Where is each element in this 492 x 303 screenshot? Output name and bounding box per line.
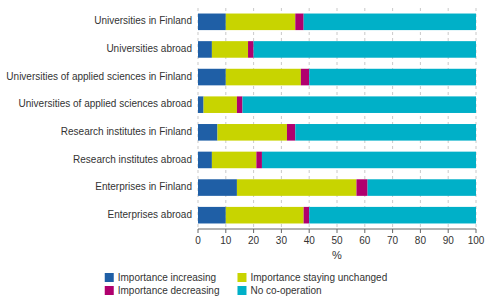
bar-segment [226, 69, 301, 86]
legend-label: No co-operation [250, 285, 321, 296]
legend-swatch [237, 273, 246, 282]
legend-swatch [237, 286, 246, 295]
bar-segment [295, 124, 476, 141]
bar-segment [212, 41, 248, 58]
bar-segment [198, 96, 204, 113]
legend-label: Importance staying unchanged [250, 272, 387, 283]
bars [198, 14, 476, 224]
bar-segment [254, 41, 476, 58]
bar-segment [226, 14, 295, 31]
tick-label: 20 [248, 235, 260, 246]
bar-segment [287, 124, 295, 141]
tick-label: 0 [195, 235, 201, 246]
bar-segment [262, 152, 476, 169]
legend-item: No co-operation [237, 285, 321, 296]
tick-mark [476, 229, 477, 233]
bar-segment [295, 14, 303, 31]
category-label: Universities abroad [106, 43, 192, 54]
category-label: Universities in Finland [94, 15, 192, 26]
legend: Importance increasing Importance staying … [105, 272, 388, 296]
grid [198, 8, 476, 229]
bar-segment [256, 152, 262, 169]
legend-label: Importance decreasing [118, 285, 220, 296]
category-label: Research institutes abroad [73, 154, 192, 165]
bar-segment [204, 96, 237, 113]
tick-mark [309, 229, 310, 233]
legend-swatch [105, 273, 114, 282]
bar-segment [304, 14, 476, 31]
bar-segment [301, 69, 309, 86]
tick-label: 90 [443, 235, 455, 246]
tick-mark [281, 229, 282, 233]
bar-segment [242, 96, 476, 113]
legend-item: Importance increasing [105, 272, 216, 283]
y-axis-labels: Universities in Finland Universities abro… [6, 15, 192, 219]
bar-segment [198, 152, 212, 169]
bar-segment [198, 14, 226, 31]
legend-label: Importance increasing [118, 272, 216, 283]
bar-segment [198, 179, 237, 196]
bar-segment [248, 41, 254, 58]
bar-segment [226, 207, 304, 224]
tick-mark [225, 229, 226, 233]
bar-segment [309, 207, 476, 224]
axis-title: % [332, 249, 342, 261]
category-label: Universities of applied sciences abroad [19, 98, 192, 109]
tick-label: 30 [276, 235, 288, 246]
category-label: Universities of applied sciences in Finl… [6, 71, 192, 82]
tick-label: 80 [415, 235, 427, 246]
legend-swatch [105, 286, 114, 295]
category-label: Enterprises abroad [108, 209, 193, 220]
x-axis: 0 10 20 30 40 50 60 70 80 90 100 [195, 229, 485, 246]
category-label: Research institutes in Finland [61, 126, 192, 137]
tick-mark [364, 229, 365, 233]
bar-segment [198, 69, 226, 86]
bar-segment [212, 152, 256, 169]
tick-mark [448, 229, 449, 233]
tick-mark [392, 229, 393, 233]
category-label: Enterprises in Finland [95, 181, 192, 192]
tick-mark [420, 229, 421, 233]
bar-segment [368, 179, 476, 196]
tick-label: 100 [468, 235, 485, 246]
chart: Universities in Finland Universities abro… [0, 0, 492, 303]
bar-segment [304, 207, 310, 224]
tick-mark [337, 229, 338, 233]
tick-mark [253, 229, 254, 233]
bar-segment [237, 96, 243, 113]
bar-segment [237, 179, 357, 196]
tick-label: 50 [331, 235, 343, 246]
tick-label: 10 [220, 235, 232, 246]
tick-mark [198, 229, 199, 233]
bar-segment [198, 124, 217, 141]
bar-segment [198, 41, 212, 58]
tick-label: 60 [359, 235, 371, 246]
legend-item: Importance decreasing [105, 285, 220, 296]
bar-segment [198, 207, 226, 224]
bar-segment [309, 69, 476, 86]
tick-label: 70 [387, 235, 399, 246]
legend-item: Importance staying unchanged [237, 272, 387, 283]
tick-label: 40 [304, 235, 316, 246]
bar-segment [217, 124, 287, 141]
bar-segment [356, 179, 367, 196]
